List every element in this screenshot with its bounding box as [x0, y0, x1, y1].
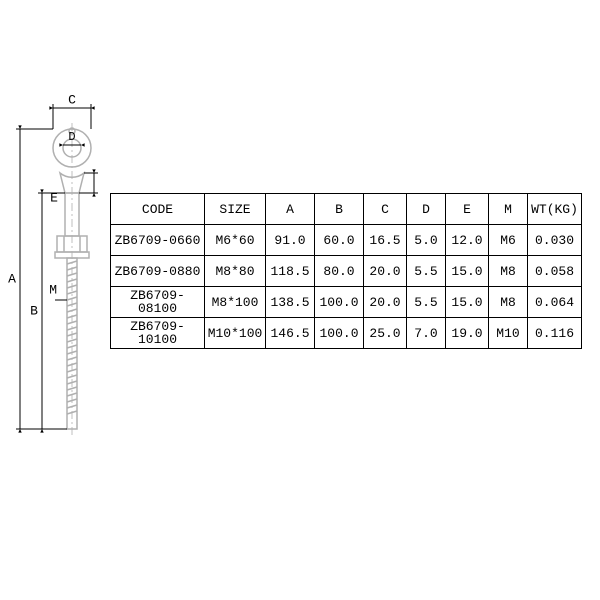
spec-table: CODESIZEABCDEMWT(KG) ZB6709-0660M6*6091.… — [110, 193, 582, 349]
cell-M: M10 — [489, 318, 528, 349]
cell-M: M8 — [489, 287, 528, 318]
cell-size: M8*100 — [205, 287, 266, 318]
cell-size: M10*100 — [205, 318, 266, 349]
cell-C: 20.0 — [364, 256, 407, 287]
svg-text:D: D — [68, 130, 75, 144]
cell-WT: 0.116 — [528, 318, 582, 349]
cell-size: M8*80 — [205, 256, 266, 287]
col-header-size: SIZE — [205, 194, 266, 225]
cell-A: 146.5 — [266, 318, 315, 349]
cell-code: ZB6709-0660 — [111, 225, 205, 256]
cell-D: 5.5 — [407, 287, 446, 318]
cell-code: ZB6709-08100 — [111, 287, 205, 318]
cell-E: 15.0 — [446, 256, 489, 287]
svg-text:B: B — [30, 303, 38, 318]
col-header-C: C — [364, 194, 407, 225]
cell-D: 5.5 — [407, 256, 446, 287]
col-header-E: E — [446, 194, 489, 225]
col-header-M: M — [489, 194, 528, 225]
cell-C: 20.0 — [364, 287, 407, 318]
col-header-WT: WT(KG) — [528, 194, 582, 225]
cell-B: 100.0 — [315, 318, 364, 349]
cell-WT: 0.030 — [528, 225, 582, 256]
cell-A: 118.5 — [266, 256, 315, 287]
col-header-code: CODE — [111, 194, 205, 225]
cell-B: 100.0 — [315, 287, 364, 318]
cell-code: ZB6709-10100 — [111, 318, 205, 349]
cell-B: 60.0 — [315, 225, 364, 256]
table-row: ZB6709-10100M10*100146.5100.025.07.019.0… — [111, 318, 582, 349]
table-header-row: CODESIZEABCDEMWT(KG) — [111, 194, 582, 225]
svg-text:A: A — [8, 271, 16, 286]
cell-E: 12.0 — [446, 225, 489, 256]
table-row: ZB6709-08100M8*100138.5100.020.05.515.0M… — [111, 287, 582, 318]
col-header-B: B — [315, 194, 364, 225]
cell-C: 25.0 — [364, 318, 407, 349]
table-row: ZB6709-0880M8*80118.580.020.05.515.0M80.… — [111, 256, 582, 287]
cell-D: 5.0 — [407, 225, 446, 256]
svg-text:C: C — [68, 92, 76, 107]
cell-E: 19.0 — [446, 318, 489, 349]
col-header-D: D — [407, 194, 446, 225]
cell-code: ZB6709-0880 — [111, 256, 205, 287]
cell-M: M8 — [489, 256, 528, 287]
cell-B: 80.0 — [315, 256, 364, 287]
cell-A: 138.5 — [266, 287, 315, 318]
cell-WT: 0.058 — [528, 256, 582, 287]
table-body: ZB6709-0660M6*6091.060.016.55.012.0M60.0… — [111, 225, 582, 349]
cell-A: 91.0 — [266, 225, 315, 256]
table-row: ZB6709-0660M6*6091.060.016.55.012.0M60.0… — [111, 225, 582, 256]
cell-WT: 0.064 — [528, 287, 582, 318]
cell-D: 7.0 — [407, 318, 446, 349]
cell-E: 15.0 — [446, 287, 489, 318]
col-header-A: A — [266, 194, 315, 225]
svg-text:M: M — [49, 282, 57, 297]
cell-C: 16.5 — [364, 225, 407, 256]
cell-size: M6*60 — [205, 225, 266, 256]
cell-M: M6 — [489, 225, 528, 256]
